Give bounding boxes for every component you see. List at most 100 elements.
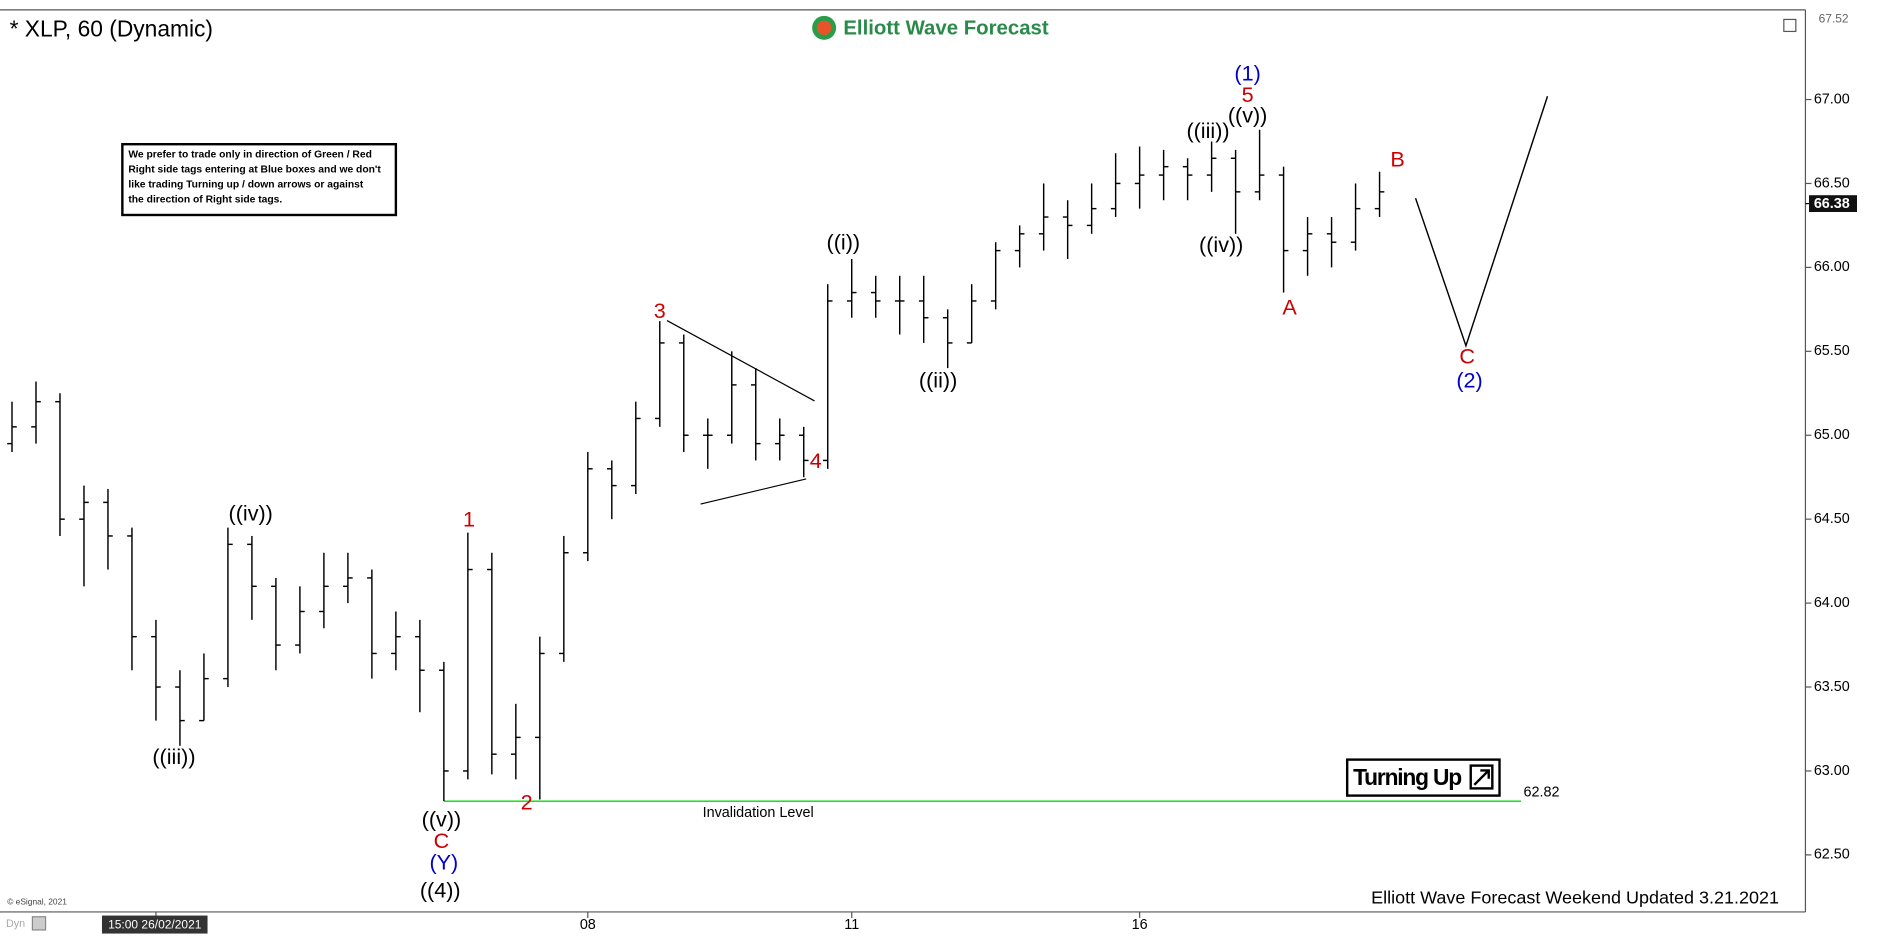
x-tick-label: 11 — [844, 917, 859, 933]
price-bar — [1254, 129, 1265, 201]
wave-label: ((4)) — [420, 877, 461, 902]
price-bar — [31, 381, 41, 444]
last-price-box — [1809, 195, 1858, 213]
price-bar — [103, 488, 113, 570]
badge-arrow — [1473, 769, 1490, 786]
price-bar — [990, 242, 1001, 310]
price-bar — [199, 653, 209, 722]
corner-button[interactable] — [31, 916, 47, 931]
note-line: Right side tags entering at Blue boxes a… — [128, 165, 381, 176]
price-bar — [798, 426, 809, 478]
wave-label: (Y) — [429, 850, 458, 875]
wave-label: 3 — [654, 298, 666, 323]
invalidation-value: 62.82 — [1524, 785, 1560, 801]
wave-label: C — [1459, 343, 1475, 368]
price-bar — [535, 636, 545, 800]
wave-label: B — [1390, 147, 1404, 172]
price-bar — [1350, 183, 1361, 251]
wave-label: ((iii)) — [1186, 118, 1229, 143]
y-tick-label: 65.00 — [1814, 427, 1850, 443]
wave-label: C — [434, 828, 450, 853]
price-bar — [870, 275, 881, 318]
x-tick-label: 15:00 26/02/2021 — [108, 917, 202, 931]
note-line: the direction of Right side tags. — [128, 195, 282, 206]
wave-label: ((v)) — [1228, 102, 1268, 127]
price-bar — [607, 460, 617, 520]
wave-label: ((iv)) — [229, 501, 273, 526]
price-bar — [1134, 146, 1145, 209]
price-bar — [1062, 200, 1073, 259]
wave-label: ((v)) — [422, 806, 462, 831]
price-bar — [7, 401, 17, 453]
x-tick-label-box — [101, 915, 208, 934]
price-bar — [1374, 171, 1385, 218]
price-bar — [630, 401, 641, 494]
y-tick-label: 66.00 — [1814, 259, 1850, 275]
price-bar — [1110, 153, 1121, 218]
price-bar — [247, 535, 257, 620]
window-icon[interactable] — [1783, 18, 1797, 33]
note-line: We prefer to trade only in direction of … — [128, 150, 372, 161]
y-tick-label: 65.50 — [1814, 343, 1850, 359]
invalidation-label: Invalidation Level — [703, 805, 814, 821]
price-bar — [966, 284, 977, 344]
price-bar — [343, 552, 353, 604]
triangle-line — [700, 478, 807, 505]
price-bar — [223, 527, 233, 688]
y-tick-label: 66.50 — [1814, 175, 1850, 191]
price-bar — [319, 552, 329, 629]
price-bar — [894, 275, 905, 335]
price-bar — [1278, 166, 1289, 293]
wave-label: (1) — [1234, 60, 1260, 85]
wave-label: 4 — [810, 448, 822, 473]
price-bar — [271, 577, 281, 671]
price-bar — [654, 321, 665, 427]
price-bar — [415, 619, 425, 713]
wave-label: 2 — [521, 790, 533, 815]
price-bar — [439, 661, 449, 802]
badge-arrow-box — [1469, 764, 1494, 790]
price-bar — [702, 418, 713, 469]
price-bar — [1230, 149, 1241, 234]
price-bar — [79, 485, 89, 587]
wave-label: (2) — [1456, 367, 1482, 392]
note: We prefer to trade only in direction of … — [128, 150, 381, 206]
y-tick-label: 62.50 — [1814, 847, 1850, 863]
corner-label: Dyn — [6, 918, 25, 930]
price-bar — [942, 309, 953, 369]
note-box — [121, 143, 398, 217]
wave-label: 1 — [463, 507, 475, 532]
price-bar — [1206, 141, 1217, 192]
badge-text: Turning Up — [1353, 764, 1461, 790]
price-bar — [559, 535, 569, 662]
x-tick-label: 16 — [1132, 917, 1148, 933]
price-bar — [1302, 217, 1313, 276]
triangle-line — [666, 320, 815, 402]
y-tick-label: 63.50 — [1814, 679, 1850, 695]
price-bar — [127, 527, 137, 671]
wave-label: ((ii)) — [919, 367, 957, 392]
price-bar — [295, 586, 305, 654]
price-bar — [1038, 183, 1049, 251]
wave-label: ((i)) — [827, 229, 861, 254]
y-tick-label: 67.00 — [1814, 91, 1850, 107]
price-bar — [175, 670, 185, 746]
price-bar — [1014, 225, 1025, 268]
price-bar — [918, 275, 929, 343]
price-bar — [151, 619, 161, 721]
price-bar — [463, 532, 473, 780]
logo-text: Elliott Wave Forecast — [843, 17, 1049, 39]
logo-icon-inner — [816, 20, 832, 36]
price-bar — [1182, 158, 1193, 201]
chart-title: * XLP, 60 (Dynamic) — [10, 15, 213, 41]
y-tick-label: 64.50 — [1814, 511, 1850, 527]
wave-label: ((iv)) — [1199, 232, 1243, 257]
price-bar — [750, 368, 761, 461]
price-bar — [55, 393, 65, 536]
footer: Elliott Wave Forecast Weekend Updated 3.… — [1371, 888, 1779, 908]
price-bar — [678, 334, 689, 453]
y-top-label: 67.52 — [1819, 12, 1849, 26]
price-bar — [583, 452, 593, 562]
